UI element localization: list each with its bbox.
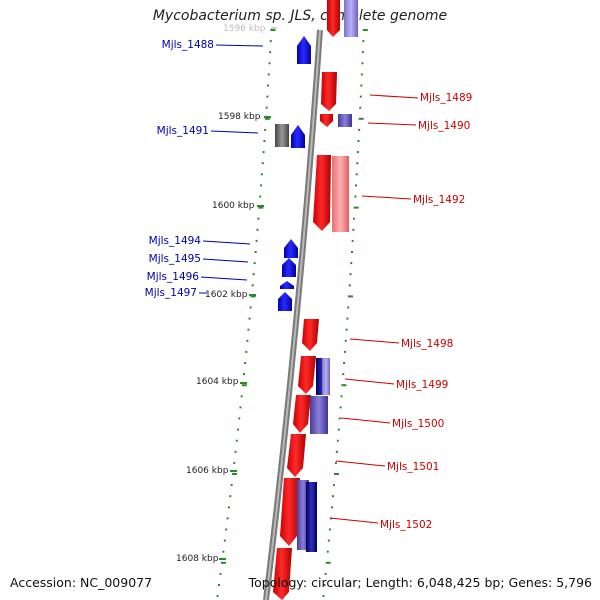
leader-line xyxy=(202,258,249,263)
leader-line xyxy=(215,44,264,47)
leader-line xyxy=(349,338,400,344)
leader-line xyxy=(200,276,248,281)
gene-mjls-1495[interactable] xyxy=(282,258,296,277)
gene-label-mjls-1491[interactable]: Mjls_1491 xyxy=(157,125,209,137)
genome-backbone-highlight xyxy=(265,29,321,600)
gene-label-mjls-1499[interactable]: Mjls_1499 xyxy=(396,379,448,391)
gene-mjls-1499-lav[interactable] xyxy=(322,358,330,395)
forward-strand-genes xyxy=(273,0,358,600)
gene-label-mjls-1502[interactable]: Mjls_1502 xyxy=(380,519,432,531)
gene-mjls-1498[interactable] xyxy=(302,319,319,351)
gene-mjls-1491[interactable] xyxy=(291,125,305,148)
gene-mjls-1490a[interactable] xyxy=(275,124,289,147)
gene-mjls-1497[interactable] xyxy=(278,292,292,311)
leader-line xyxy=(202,240,251,245)
gene-mjls-1502-navy[interactable] xyxy=(306,482,317,552)
leader-line xyxy=(329,517,379,524)
reverse-strand-genes xyxy=(275,36,311,311)
gene-label-mjls-1501[interactable]: Mjls_1501 xyxy=(387,461,439,473)
gene-mjls-1494[interactable] xyxy=(284,239,298,258)
gene-mjls-1501[interactable] xyxy=(287,434,306,477)
gene-top-lavender[interactable] xyxy=(344,0,358,37)
kbp-label: 1606 kbp xyxy=(186,466,229,476)
leader-line xyxy=(367,122,417,126)
gene-label-mjls-1497[interactable]: Mjls_1497 xyxy=(145,287,197,299)
gene-mjls-1489[interactable] xyxy=(321,72,337,111)
kbp-label: 1608 kbp xyxy=(176,554,219,564)
gene-mjls-1496[interactable] xyxy=(280,281,294,289)
leader-line xyxy=(335,460,386,467)
gene-label-mjls-1500[interactable]: Mjls_1500 xyxy=(392,418,444,430)
gene-label-mjls-1490[interactable]: Mjls_1490 xyxy=(418,120,470,132)
gene-mjls-1502-red[interactable] xyxy=(280,478,300,546)
gene-red-small[interactable] xyxy=(320,114,333,127)
gene-label-mjls-1498[interactable]: Mjls_1498 xyxy=(401,338,453,350)
kbp-label: 1598 kbp xyxy=(218,112,261,122)
tick-tracks xyxy=(216,29,368,598)
map-title: Mycobacterium sp. JLS, complete genome xyxy=(152,8,448,24)
leader-line xyxy=(369,94,419,99)
gene-top-red[interactable] xyxy=(327,0,340,37)
kbp-labels: 1596 kbp 1598 kbp 1600 kbp 1602 kbp 1604… xyxy=(176,24,277,564)
gene-label-mjls-1489[interactable]: Mjls_1489 xyxy=(420,92,472,104)
right-gene-labels: Mjls_1489 Mjls_1490 Mjls_1492 Mjls_1498 … xyxy=(329,92,472,531)
topology-label: Topology: circular; Length: 6,048,425 bp… xyxy=(248,575,592,590)
leader-line xyxy=(344,378,395,385)
gene-mjls-1490[interactable] xyxy=(338,114,352,127)
left-gene-labels: Mjls_1488 Mjls_1491 Mjls_1494 Mjls_1495 … xyxy=(145,39,264,299)
gene-mjls-1492-red[interactable] xyxy=(313,155,331,231)
gene-bottom-red[interactable] xyxy=(273,548,292,600)
gene-label-mjls-1488[interactable]: Mjls_1488 xyxy=(162,39,214,51)
gene-mjls-1500-purple[interactable] xyxy=(310,396,328,434)
kbp-label: 1596 kbp xyxy=(223,24,266,34)
leader-line xyxy=(361,195,412,200)
gene-label-mjls-1496[interactable]: Mjls_1496 xyxy=(147,271,200,283)
gene-mjls-1492-pink[interactable] xyxy=(332,156,349,232)
gene-mjls-1499-red[interactable] xyxy=(298,356,316,394)
leader-line xyxy=(210,130,259,134)
kbp-label: 1602 kbp xyxy=(205,290,248,300)
accession-label: Accession: NC_009077 xyxy=(10,575,153,590)
gene-label-mjls-1492[interactable]: Mjls_1492 xyxy=(413,194,465,206)
gene-mjls-1500-red[interactable] xyxy=(293,395,311,433)
gene-mjls-1488[interactable] xyxy=(297,36,311,64)
gene-label-mjls-1494[interactable]: Mjls_1494 xyxy=(149,235,202,247)
gene-label-mjls-1495[interactable]: Mjls_1495 xyxy=(149,253,201,265)
kbp-label: 1604 kbp xyxy=(196,377,239,387)
kbp-label: 1600 kbp xyxy=(212,201,255,211)
leader-line xyxy=(340,417,391,424)
